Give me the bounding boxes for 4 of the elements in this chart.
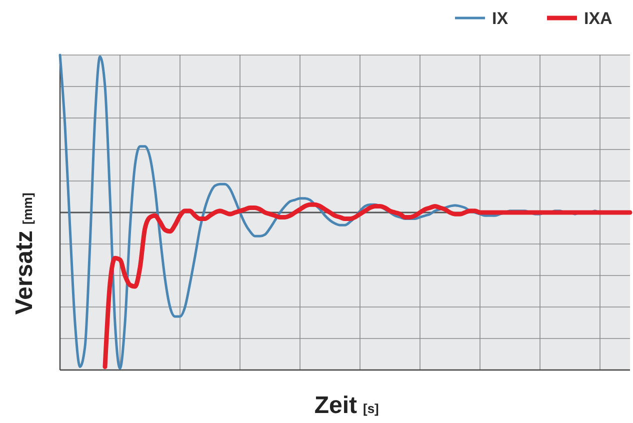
y-axis-title: Versatz [mm] <box>11 192 38 315</box>
x-axis-title: Zeit [s] <box>314 392 379 419</box>
legend-label: IX <box>492 9 509 28</box>
legend-label: IXA <box>584 9 612 28</box>
